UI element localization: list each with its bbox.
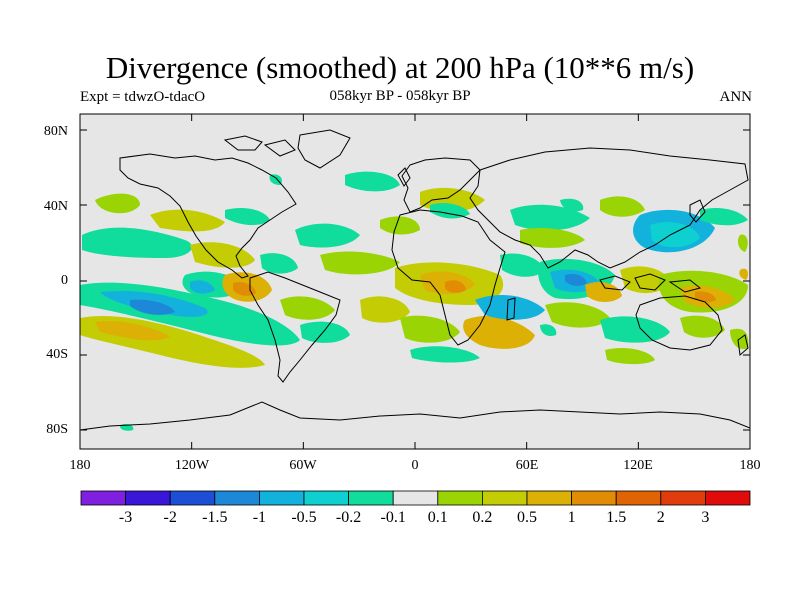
- lon-tick-label: 180: [69, 458, 91, 473]
- colorbar-swatch: [80, 490, 126, 506]
- time-range-label: 058kyr BP - 058kyr BP: [329, 88, 471, 104]
- colorbar-label: -2: [163, 509, 177, 526]
- coastline-antarctica: [80, 401, 750, 431]
- lat-tick-label: 40S: [46, 347, 68, 362]
- colorbar-swatch: [481, 490, 528, 506]
- coastline-arctic-islands: [223, 135, 296, 157]
- coastline-australia: [635, 295, 723, 351]
- colorbar-swatch: [660, 490, 706, 506]
- colorbar: [80, 490, 751, 506]
- axis-ticks: [79, 114, 751, 449]
- colorbar-swatch: [615, 490, 662, 506]
- colorbar-label: -0.1: [380, 509, 406, 526]
- lon-tick-label: 180: [739, 458, 761, 473]
- coastline-north-america: [119, 153, 297, 279]
- colorbar-label: -0.2: [335, 509, 362, 526]
- coastline-new-zealand: [737, 334, 749, 356]
- divergence-fields: [80, 171, 749, 431]
- experiment-label: Expt = tdwzO-tdacO: [80, 89, 206, 105]
- coastline-indonesia: [599, 273, 702, 293]
- lon-tick-label: 60W: [289, 458, 317, 473]
- map-title: Divergence (smoothed) at 200 hPa (10**6 …: [105, 50, 695, 85]
- coastline-europe: [401, 157, 481, 213]
- coastline-greenland: [297, 129, 351, 169]
- lon-tick-label: 0: [411, 458, 419, 473]
- colorbar-swatch: [125, 490, 171, 506]
- lat-tick-label: 40N: [43, 199, 68, 214]
- map-panel: [80, 114, 750, 449]
- colorbar-label: -1.5: [202, 509, 228, 526]
- colorbar-swatch: [392, 490, 439, 506]
- lon-tick-label: 120W: [174, 458, 210, 473]
- colorbar-label: 1.5: [606, 509, 627, 526]
- colorbar-label: 0.2: [472, 509, 493, 526]
- coastlines: [80, 129, 750, 431]
- coastline-south-america: [249, 271, 341, 383]
- coastline-africa: [391, 209, 506, 346]
- coastline-asia: [469, 147, 749, 269]
- coastline-madagascar: [506, 297, 516, 321]
- colorbar-swatch: [526, 490, 572, 506]
- colorbar-swatch: [169, 490, 216, 506]
- colorbar-label: 1: [567, 509, 576, 526]
- lat-tick-label: 80N: [43, 124, 68, 139]
- colorbar-label: 0.1: [427, 509, 448, 526]
- colorbar-swatch: [437, 490, 483, 506]
- coastline-british-isles: [397, 167, 411, 187]
- colorbar-label: -0.5: [291, 509, 317, 526]
- colorbar-label: -3: [118, 509, 133, 526]
- colorbar-swatch: [348, 490, 394, 506]
- colorbar-swatch: [705, 490, 751, 506]
- colorbar-swatch: [303, 490, 349, 506]
- colorbar-swatch: [214, 490, 260, 506]
- lon-tick-label: 120E: [623, 458, 653, 473]
- coastline-japan: [689, 199, 706, 223]
- colorbar-label: 2: [656, 509, 665, 526]
- colorbar-swatch: [571, 490, 617, 506]
- lon-tick-label: 60E: [515, 458, 539, 473]
- colorbar-label: -1: [252, 509, 267, 526]
- colorbar-swatch: [258, 490, 305, 506]
- lat-tick-label: 80S: [46, 422, 68, 437]
- colorbar-label: 3: [701, 509, 710, 526]
- lat-tick-label: 0: [61, 273, 68, 288]
- season-label: ANN: [719, 89, 753, 105]
- colorbar-label: 0.5: [517, 509, 537, 526]
